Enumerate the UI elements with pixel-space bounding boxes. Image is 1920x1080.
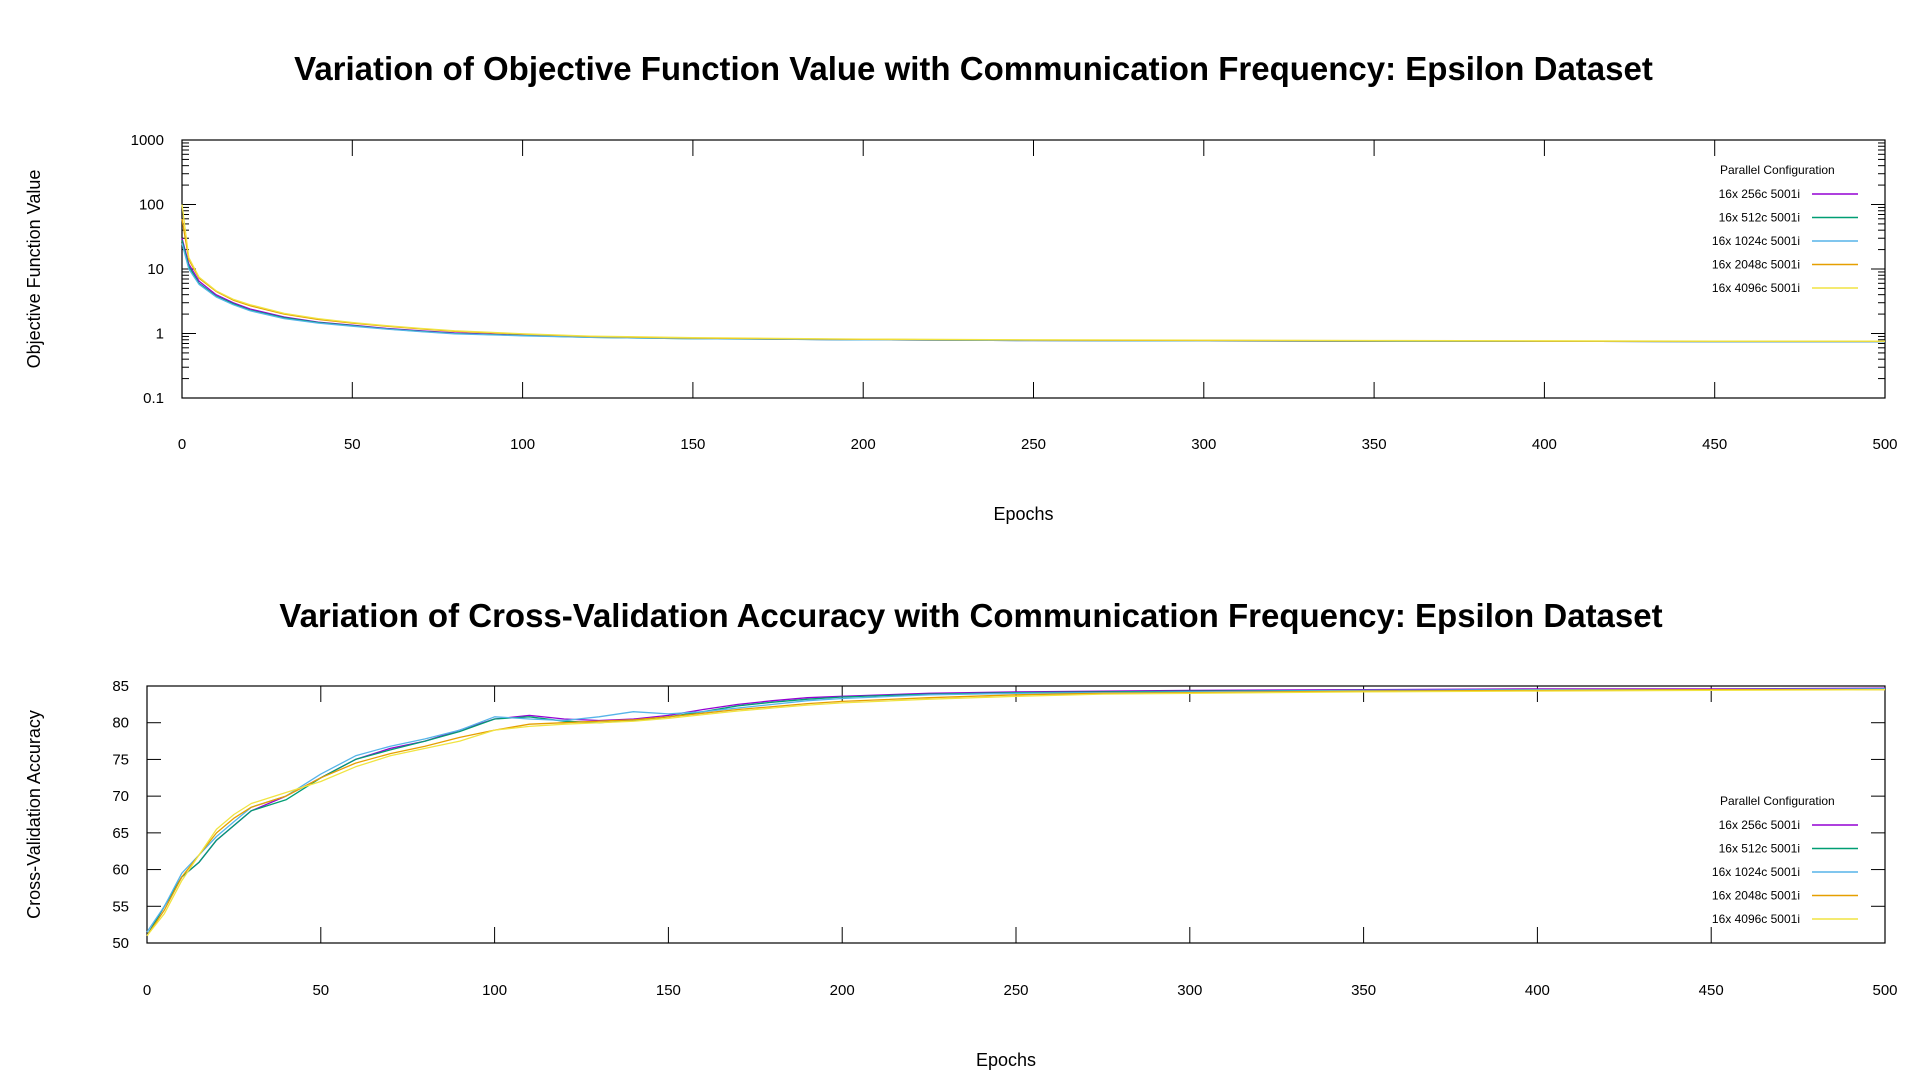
plot-frame <box>181 139 1886 399</box>
series-line <box>146 688 1886 937</box>
y-tick-label: 60 <box>112 862 129 879</box>
legend-title: Parallel Configuration <box>1720 794 1835 808</box>
x-tick-label: 350 <box>1351 982 1376 999</box>
legend-entry-label: 16x 512c 5001i <box>1719 211 1800 225</box>
x-tick-label: 50 <box>312 982 329 999</box>
x-tick-label: 500 <box>1872 436 1897 453</box>
legend-entry-label: 16x 512c 5001i <box>1719 842 1800 856</box>
x-tick-label: 300 <box>1177 982 1202 999</box>
chart-title: Variation of Objective Function Value wi… <box>294 50 1653 87</box>
y-axis-label: Cross-Validation Accuracy <box>24 710 44 919</box>
x-tick-label: 400 <box>1532 436 1557 453</box>
plot-frame <box>146 685 1886 944</box>
x-tick-label: 300 <box>1191 436 1216 453</box>
x-tick-label: 350 <box>1362 436 1387 453</box>
y-tick-label: 1 <box>156 326 164 343</box>
x-tick-label: 450 <box>1702 436 1727 453</box>
x-axis-label: Epochs <box>976 1050 1036 1070</box>
x-tick-label: 100 <box>482 982 507 999</box>
x-tick-label: 150 <box>680 436 705 453</box>
chart-title: Variation of Cross-Validation Accuracy w… <box>279 597 1662 634</box>
legend-entry-label: 16x 2048c 5001i <box>1712 889 1800 903</box>
legend-title: Parallel Configuration <box>1720 163 1835 177</box>
series-line <box>181 240 1885 343</box>
y-tick-label: 0.1 <box>143 390 164 407</box>
legend-entry-label: 16x 4096c 5001i <box>1712 912 1800 926</box>
x-tick-label: 450 <box>1699 982 1724 999</box>
series-line <box>146 687 1886 937</box>
series-line <box>181 204 1885 342</box>
series-line <box>181 218 1885 342</box>
y-tick-label: 75 <box>112 751 129 768</box>
y-tick-label: 1000 <box>131 132 164 149</box>
x-tick-label: 0 <box>143 982 151 999</box>
y-tick-label: 10 <box>147 261 164 278</box>
x-tick-label: 200 <box>851 436 876 453</box>
x-tick-label: 150 <box>656 982 681 999</box>
series-line <box>181 238 1885 343</box>
y-axis-label: Objective Function Value <box>24 170 44 369</box>
legend-entry-label: 16x 256c 5001i <box>1719 818 1800 832</box>
x-tick-label: 500 <box>1872 982 1897 999</box>
y-tick-label: 85 <box>112 678 129 695</box>
x-tick-label: 50 <box>344 436 361 453</box>
series-line <box>146 688 1886 933</box>
legend-entry-label: 16x 2048c 5001i <box>1712 258 1800 272</box>
legend-entry-label: 16x 1024c 5001i <box>1712 865 1800 879</box>
legend-entry-label: 16x 1024c 5001i <box>1712 234 1800 248</box>
chart-1: Variation of Objective Function Value wi… <box>24 50 1898 524</box>
x-tick-label: 100 <box>510 436 535 453</box>
legend-entry-label: 16x 256c 5001i <box>1719 187 1800 201</box>
y-tick-label: 100 <box>139 197 164 214</box>
x-axis-label: Epochs <box>993 504 1053 524</box>
x-tick-label: 250 <box>1021 436 1046 453</box>
x-tick-label: 0 <box>178 436 186 453</box>
x-tick-label: 400 <box>1525 982 1550 999</box>
y-tick-label: 55 <box>112 898 129 915</box>
x-tick-label: 250 <box>1003 982 1028 999</box>
y-tick-label: 80 <box>112 715 129 732</box>
series-line <box>181 243 1885 343</box>
x-tick-label: 200 <box>830 982 855 999</box>
legend-entry-label: 16x 4096c 5001i <box>1712 281 1800 295</box>
y-tick-label: 65 <box>112 825 129 842</box>
y-tick-label: 50 <box>112 935 129 952</box>
series-line <box>146 689 1885 937</box>
series-line <box>146 689 1886 937</box>
chart-2: Variation of Cross-Validation Accuracy w… <box>24 597 1898 1070</box>
y-tick-label: 70 <box>112 788 129 805</box>
